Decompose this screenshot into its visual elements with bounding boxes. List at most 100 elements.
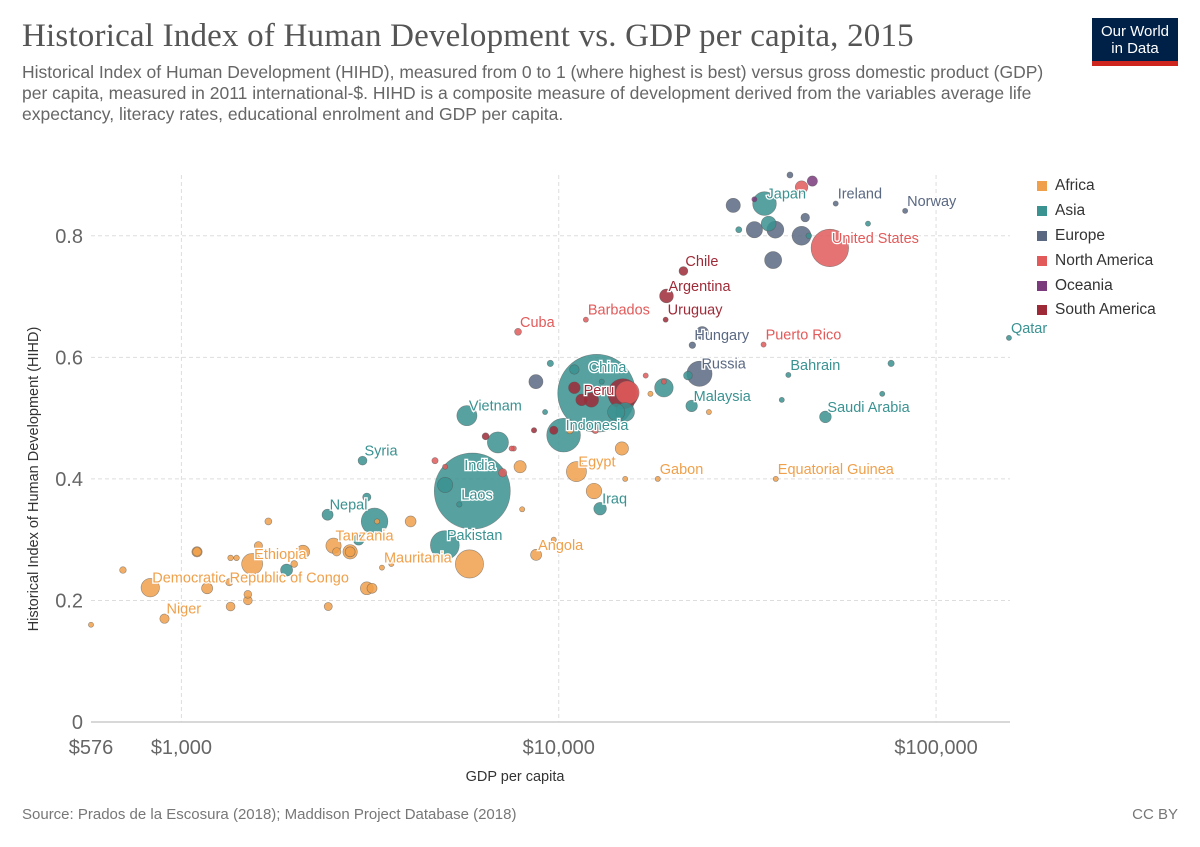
data-point[interactable]: [772, 475, 779, 482]
data-point[interactable]: [582, 316, 589, 323]
data-point[interactable]: [528, 374, 544, 389]
data-point[interactable]: [760, 215, 777, 232]
data-point[interactable]: [88, 621, 94, 628]
data-point[interactable]: [879, 390, 886, 397]
data-point[interactable]: [140, 578, 160, 598]
data-point[interactable]: [615, 380, 640, 405]
legend-item[interactable]: Africa: [1037, 174, 1156, 199]
data-point[interactable]: [800, 212, 810, 223]
data-point[interactable]: [243, 590, 253, 599]
legend-item[interactable]: Asia: [1037, 199, 1156, 224]
data-point[interactable]: [1006, 334, 1012, 341]
data-point[interactable]: [280, 563, 293, 577]
data-point[interactable]: [430, 530, 460, 560]
data-point[interactable]: [514, 328, 522, 336]
data-point[interactable]: [735, 226, 743, 234]
legend-item[interactable]: South America: [1037, 298, 1156, 323]
data-point[interactable]: [794, 180, 809, 194]
data-point[interactable]: [546, 359, 554, 367]
data-point[interactable]: [323, 602, 333, 611]
data-point[interactable]: [498, 468, 508, 478]
data-point[interactable]: [225, 601, 236, 612]
data-point[interactable]: [752, 191, 777, 216]
data-point[interactable]: [531, 427, 538, 434]
data-point[interactable]: [778, 396, 785, 403]
data-point[interactable]: [805, 232, 812, 239]
data-point[interactable]: [487, 431, 509, 454]
data-point[interactable]: [159, 613, 170, 624]
data-point[interactable]: [433, 452, 511, 530]
data-point[interactable]: [519, 506, 526, 513]
data-point[interactable]: [622, 475, 629, 482]
data-point[interactable]: [241, 553, 263, 575]
data-point[interactable]: [456, 501, 463, 508]
data-point[interactable]: [227, 554, 234, 562]
data-point[interactable]: [542, 409, 548, 415]
data-point[interactable]: [786, 171, 794, 179]
data-point[interactable]: [233, 554, 240, 562]
data-point[interactable]: [481, 432, 490, 441]
data-point[interactable]: [508, 445, 515, 452]
data-point[interactable]: [598, 378, 605, 385]
data-point[interactable]: [705, 409, 712, 415]
data-point[interactable]: [549, 425, 559, 435]
data-point[interactable]: [455, 549, 484, 579]
data-point[interactable]: [404, 515, 417, 528]
data-point[interactable]: [437, 477, 454, 493]
data-point[interactable]: [566, 426, 574, 435]
data-point[interactable]: [585, 482, 603, 500]
data-point[interactable]: [253, 541, 263, 551]
data-point[interactable]: [661, 378, 667, 385]
data-point[interactable]: [201, 582, 213, 595]
data-point[interactable]: [607, 403, 626, 421]
data-point[interactable]: [264, 517, 273, 526]
data-point[interactable]: [379, 564, 385, 571]
data-point[interactable]: [530, 549, 542, 561]
data-point[interactable]: [456, 405, 478, 427]
data-point[interactable]: [332, 547, 342, 557]
data-point[interactable]: [357, 455, 368, 466]
data-point[interactable]: [685, 399, 698, 413]
license-link[interactable]: CC BY: [1132, 806, 1178, 823]
data-point[interactable]: [819, 410, 832, 424]
data-point[interactable]: [290, 560, 298, 568]
data-point[interactable]: [296, 544, 310, 559]
data-point[interactable]: [760, 341, 767, 348]
data-point[interactable]: [688, 341, 696, 349]
data-point[interactable]: [566, 461, 587, 482]
owid-logo[interactable]: Our World in Data: [1092, 18, 1178, 66]
data-point[interactable]: [654, 475, 661, 482]
data-point[interactable]: [832, 200, 839, 207]
data-point[interactable]: [902, 207, 909, 214]
data-point[interactable]: [662, 316, 669, 323]
data-point[interactable]: [362, 492, 372, 502]
data-point[interactable]: [366, 582, 378, 594]
legend-item[interactable]: Oceania: [1037, 273, 1156, 298]
data-point[interactable]: [654, 378, 674, 398]
data-point[interactable]: [344, 546, 356, 558]
data-point[interactable]: [568, 381, 581, 394]
data-point[interactable]: [887, 359, 895, 367]
data-point[interactable]: [695, 326, 709, 340]
data-point[interactable]: [751, 196, 758, 203]
data-point[interactable]: [192, 547, 202, 557]
data-point[interactable]: [806, 175, 818, 187]
data-point[interactable]: [725, 197, 741, 213]
data-point[interactable]: [374, 518, 380, 525]
data-point[interactable]: [550, 536, 557, 543]
data-point[interactable]: [764, 251, 782, 269]
data-point[interactable]: [321, 508, 334, 521]
data-point[interactable]: [225, 578, 234, 587]
data-point[interactable]: [569, 364, 580, 375]
data-point[interactable]: [388, 561, 395, 567]
data-point[interactable]: [659, 288, 674, 304]
data-point[interactable]: [442, 463, 449, 470]
data-point[interactable]: [683, 370, 693, 381]
data-point[interactable]: [678, 266, 689, 276]
data-point[interactable]: [119, 566, 127, 574]
legend-item[interactable]: North America: [1037, 248, 1156, 273]
data-point[interactable]: [865, 220, 871, 227]
data-point[interactable]: [593, 502, 607, 516]
data-point[interactable]: [513, 460, 527, 474]
data-point[interactable]: [745, 221, 763, 239]
